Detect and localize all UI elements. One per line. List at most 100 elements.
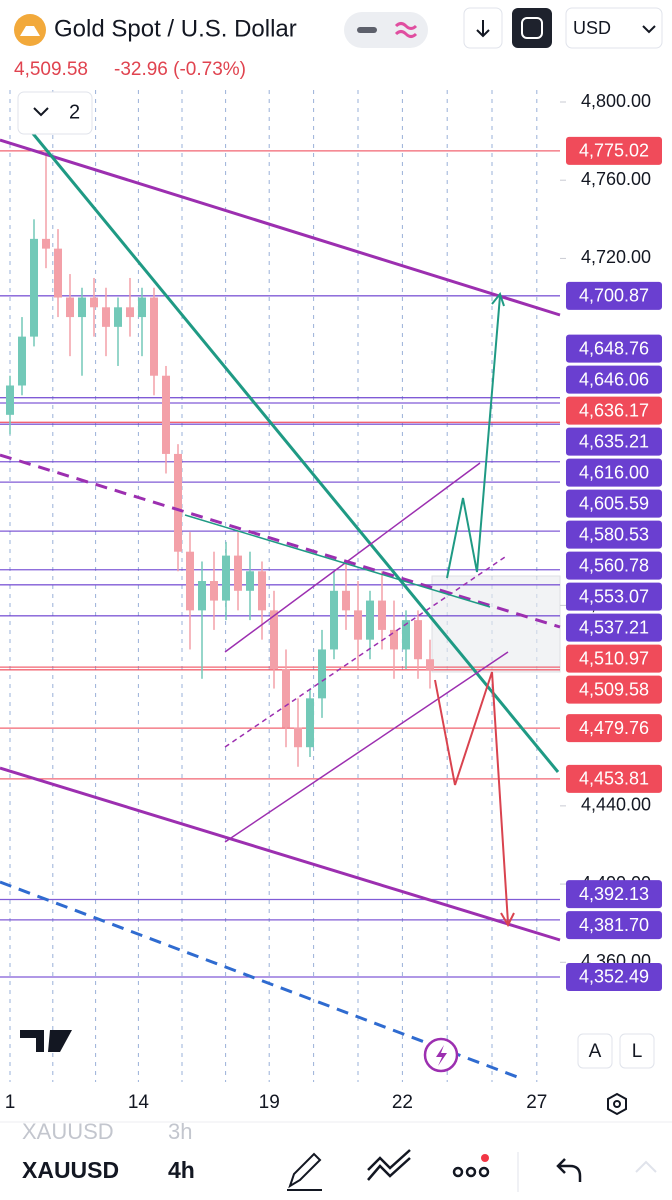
price-tag [566, 136, 662, 165]
projection-up [446, 295, 501, 579]
price-tag [566, 675, 662, 704]
price-tag-label: 4,580.53 [579, 524, 649, 544]
currency-caret [642, 25, 656, 34]
status-pill[interactable] [344, 12, 428, 48]
price-tag [566, 365, 662, 394]
price-change: -32.96 (-0.73%) [114, 59, 246, 80]
fullscreen-button[interactable] [512, 8, 552, 48]
last-price: 4,509.58 [14, 59, 88, 80]
price-tag-label: 4,352.49 [579, 967, 649, 987]
candle-body [6, 385, 14, 415]
candle-body [426, 659, 434, 670]
price-tag [566, 520, 662, 549]
log-scale-label: L [632, 1041, 643, 1062]
log-scale-button[interactable] [619, 1033, 655, 1069]
indicators-tool[interactable] [367, 1149, 411, 1181]
prev-symbol: XAUUSD [22, 1119, 114, 1144]
price-tag [566, 764, 662, 793]
price-tag-label: 4,479.76 [579, 718, 649, 738]
price-tag-label: 4,560.78 [579, 555, 649, 575]
arrow-head [491, 291, 505, 307]
settings-icon[interactable] [607, 1092, 627, 1116]
candle-body [282, 669, 290, 728]
collapse-caret [33, 107, 49, 117]
fullscreen-icon [521, 17, 543, 39]
status-wave [394, 22, 418, 38]
more-button[interactable] [452, 1166, 490, 1178]
channel-line [224, 462, 481, 653]
price-tag-label: 4,537.21 [579, 617, 649, 637]
symbol-icon-bars [20, 26, 40, 36]
price-tag-label: 4,616.00 [579, 462, 649, 482]
price-tag-label: 4,635.21 [579, 431, 649, 451]
candle-body [246, 571, 254, 591]
candle-body [378, 600, 386, 630]
price-tag [566, 613, 662, 642]
price-tag [566, 396, 662, 425]
trendline [0, 766, 561, 942]
candle-body [126, 307, 134, 318]
currency-text: USD [573, 18, 611, 38]
price-tag [566, 644, 662, 673]
price-tag-label: 4,509.58 [579, 679, 649, 699]
candle-body [18, 336, 26, 386]
price-tag-label: 4,775.02 [579, 141, 649, 161]
symbol-button[interactable]: XAUUSD [22, 1157, 119, 1183]
candle-body [54, 248, 62, 298]
trendline [0, 138, 561, 317]
price-tag [566, 489, 662, 518]
tv-logo [20, 1030, 72, 1052]
price-tag-label: 4,636.17 [579, 400, 649, 420]
candle-body [210, 581, 218, 601]
price-tag-label: 4,510.97 [579, 648, 649, 668]
price-tag-label: 4,646.06 [579, 369, 649, 389]
prev-interval: 3h [168, 1119, 192, 1144]
candle-body [78, 297, 86, 318]
currency-select[interactable] [565, 7, 663, 49]
download-icon [476, 20, 490, 38]
candle-body [162, 375, 170, 454]
price-tag-label: 4,648.76 [579, 338, 649, 358]
x-tick-label: 22 [392, 1092, 413, 1113]
auto-scale-label: A [589, 1041, 602, 1062]
price-tag-label: 4,381.70 [579, 915, 649, 935]
y-tick-label: 4,800.00 [581, 91, 651, 111]
candle-body [102, 307, 110, 327]
candle-body [270, 610, 278, 670]
price-tag [566, 427, 662, 456]
price-tag [566, 281, 662, 310]
candle-body [66, 297, 74, 318]
price-tag-label: 4,453.81 [579, 769, 649, 789]
price-tag [566, 551, 662, 580]
candle-body [354, 610, 362, 640]
candle-body [222, 555, 230, 601]
draw-tool[interactable] [287, 1152, 322, 1191]
price-tag [566, 714, 662, 743]
projection-down [434, 671, 509, 924]
trendline [28, 129, 560, 773]
candle-body [150, 297, 158, 376]
undo-button[interactable] [556, 1158, 582, 1182]
auto-scale-button[interactable] [577, 1033, 613, 1069]
candle-body [318, 649, 326, 699]
candle-body [306, 698, 314, 748]
candle-body [198, 581, 206, 611]
symbol-title[interactable]: Gold Spot / U.S. Dollar [54, 15, 297, 42]
candle-body [294, 727, 302, 748]
collapse-button[interactable] [17, 91, 93, 135]
channel-line [224, 556, 506, 748]
y-tick-label: 4,720.00 [581, 247, 651, 267]
x-tick-label: 27 [526, 1092, 547, 1113]
candles [6, 150, 434, 767]
channel-line [224, 651, 509, 843]
status-market [357, 27, 377, 33]
time-axis: 1 14 19 22 27 [5, 1092, 548, 1113]
interval-button[interactable]: 4h [168, 1157, 195, 1183]
settings-icon-center [613, 1100, 621, 1108]
price-tag-label: 4,605.59 [579, 493, 649, 513]
candle-body [138, 297, 146, 318]
x-tick-label: 1 [5, 1092, 16, 1113]
redo-button[interactable] [635, 1160, 657, 1173]
